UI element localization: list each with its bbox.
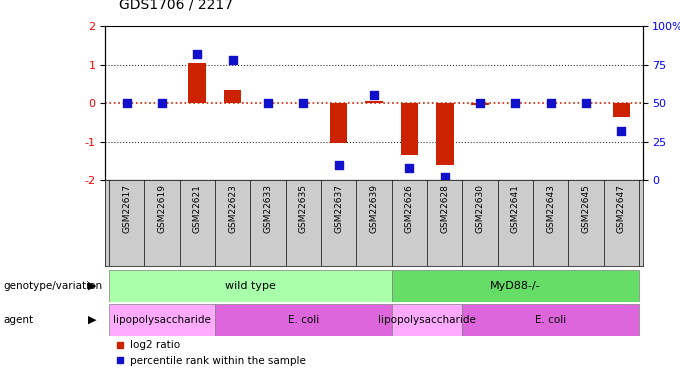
Text: wild type: wild type bbox=[225, 281, 276, 291]
Text: ▶: ▶ bbox=[88, 315, 96, 325]
Point bbox=[121, 100, 132, 106]
Bar bbox=[330, 103, 347, 144]
Bar bbox=[436, 103, 454, 165]
Text: GSM22639: GSM22639 bbox=[369, 184, 379, 233]
Point bbox=[510, 100, 521, 106]
Text: GSM22619: GSM22619 bbox=[158, 184, 167, 233]
Text: GSM22633: GSM22633 bbox=[263, 184, 273, 233]
Point bbox=[404, 165, 415, 171]
Point bbox=[369, 93, 379, 99]
Point bbox=[545, 100, 556, 106]
Bar bbox=[188, 63, 206, 103]
Point bbox=[192, 51, 203, 57]
Text: GSM22623: GSM22623 bbox=[228, 184, 237, 233]
Bar bbox=[613, 103, 630, 117]
Text: genotype/variation: genotype/variation bbox=[3, 281, 103, 291]
Bar bbox=[401, 103, 418, 155]
Text: lipopolysaccharide: lipopolysaccharide bbox=[113, 315, 211, 325]
Text: GSM22617: GSM22617 bbox=[122, 184, 131, 233]
Point bbox=[616, 128, 627, 134]
Text: GSM22645: GSM22645 bbox=[581, 184, 590, 233]
Text: E. coli: E. coli bbox=[288, 315, 319, 325]
Bar bbox=[471, 103, 489, 105]
Text: lipopolysaccharide: lipopolysaccharide bbox=[378, 315, 476, 325]
Point bbox=[581, 100, 592, 106]
Point bbox=[156, 100, 167, 106]
Bar bbox=[215, 304, 392, 336]
Point bbox=[439, 174, 450, 180]
Bar bbox=[392, 270, 639, 302]
Text: GSM22641: GSM22641 bbox=[511, 184, 520, 233]
Point bbox=[262, 100, 273, 106]
Point bbox=[227, 57, 238, 63]
Text: GSM22637: GSM22637 bbox=[334, 184, 343, 233]
Text: GSM22643: GSM22643 bbox=[546, 184, 555, 233]
Bar bbox=[462, 304, 639, 336]
Text: GSM22626: GSM22626 bbox=[405, 184, 414, 233]
Text: GSM22621: GSM22621 bbox=[193, 184, 202, 233]
Bar bbox=[365, 101, 383, 103]
Text: GSM22635: GSM22635 bbox=[299, 184, 308, 233]
Text: GSM22628: GSM22628 bbox=[440, 184, 449, 233]
Text: GSM22630: GSM22630 bbox=[475, 184, 485, 233]
Text: GSM22647: GSM22647 bbox=[617, 184, 626, 233]
Bar bbox=[109, 304, 215, 336]
Text: ▶: ▶ bbox=[88, 281, 96, 291]
Bar bbox=[109, 270, 392, 302]
Point bbox=[475, 100, 486, 106]
Point bbox=[333, 162, 344, 168]
Text: GDS1706 / 2217: GDS1706 / 2217 bbox=[119, 0, 233, 11]
Legend: log2 ratio, percentile rank within the sample: log2 ratio, percentile rank within the s… bbox=[111, 336, 311, 370]
Text: E. coli: E. coli bbox=[535, 315, 566, 325]
Bar bbox=[392, 304, 462, 336]
Point bbox=[298, 100, 309, 106]
Bar bbox=[224, 90, 241, 103]
Text: agent: agent bbox=[3, 315, 33, 325]
Text: MyD88-/-: MyD88-/- bbox=[490, 281, 541, 291]
